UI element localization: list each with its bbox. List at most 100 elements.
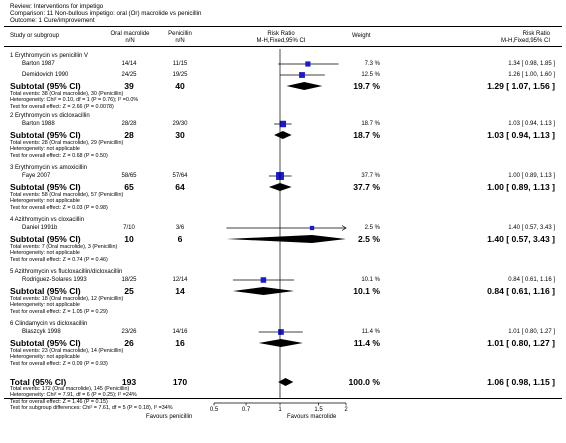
study-exp-events: 7/10	[123, 225, 135, 231]
study-ci-text: 1.03 [ 0.94, 1.13 ]	[508, 121, 555, 127]
study-name: Faye 2007	[22, 173, 51, 179]
subgroup-note: Heterogeneity: not applicable	[10, 146, 80, 153]
group-title: 5 Azithromycin vs flucloxacillin/dicloxa…	[10, 269, 123, 275]
subtotal-weight: 19.7 %	[353, 81, 380, 91]
total-exp: 193	[121, 377, 137, 387]
subtotal-ci-text: 0.84 [ 0.61, 1.16 ]	[487, 286, 555, 296]
study-name: Barton 1988	[22, 121, 55, 127]
subgroup-note: Heterogeneity: Chi² = 0.10, df = 1 (P = …	[10, 97, 139, 104]
total-note: Test for overall effect: Z = 1.46 (P = 0…	[10, 398, 108, 405]
subtotal-ctl: 16	[175, 338, 185, 348]
col-ctl-header: Penicillin	[168, 31, 192, 37]
study-ctl-events: 11/15	[172, 61, 188, 67]
subgroup-note: Total events: 23 (Oral macrolide), 14 (P…	[10, 348, 124, 354]
col-weight-header: Weight	[352, 33, 371, 39]
study-name: Barton 1987	[22, 61, 55, 67]
subgroup-note: Test for overall effect: Z = 0.03 (P = 0…	[10, 204, 108, 211]
col-study-header: Study or subgroup	[10, 33, 60, 39]
subtotal-label: Subtotal (95% CI)	[10, 286, 81, 296]
x-tick-label: 0.5	[209, 407, 219, 413]
subgroup-note: Total events: 38 (Oral macrolide), 30 (P…	[10, 91, 124, 97]
total-diamond	[278, 378, 294, 386]
study-ci-text: 1.26 [ 1.00, 1.60 ]	[508, 72, 555, 78]
subgroup-note: Total events: 18 (Oral macrolide), 12 (P…	[10, 296, 124, 302]
study-exp-events: 23/26	[121, 329, 137, 335]
subgroup-note: Heterogeneity: not applicable	[10, 198, 80, 205]
study-weight: 11.4 %	[361, 329, 380, 335]
subtotal-weight: 18.7 %	[353, 130, 380, 140]
subtotal-diamond	[232, 287, 295, 295]
total-note: Heterogeneity: Chi² = 7.91, df = 6 (P = …	[10, 392, 137, 399]
subgroup-note: Heterogeneity: not applicable	[10, 250, 80, 257]
comparison-title: Comparison: 11 Non-bullous impetigo: ora…	[10, 10, 202, 17]
study-box	[299, 72, 305, 78]
subtotal-ctl: 6	[177, 234, 183, 244]
subtotal-weight: 10.1 %	[353, 286, 380, 296]
total-ctl: 170	[172, 377, 188, 387]
subgroup-note: Total events: 7 (Oral macrolide), 3 (Pen…	[10, 244, 118, 250]
subtotal-exp: 28	[124, 130, 134, 140]
favours-right-label: Favours macrolide	[287, 414, 337, 420]
study-name: Blaszcyk 1998	[22, 329, 61, 335]
subtotal-exp: 25	[124, 286, 134, 296]
study-weight: 7.3 %	[364, 61, 380, 67]
study-ci-text: 1.01 [ 0.80, 1.27 ]	[508, 329, 555, 335]
study-name: Demidovich 1990	[22, 72, 69, 78]
study-ctl-events: 19/25	[172, 72, 188, 78]
subgroup-note: Total events: 28 (Oral macrolide), 29 (P…	[10, 140, 124, 146]
subtotal-ci-text: 1.01 [ 0.80, 1.27 ]	[487, 338, 555, 348]
header-rule-top	[4, 26, 562, 27]
outcome-title: Outcome: 1 Cure/improvement	[10, 17, 95, 24]
study-exp-events: 28/28	[121, 121, 137, 127]
favours-left-label: Favours penicillin	[146, 414, 193, 420]
subgroup-note: Test for overall effect: Z = 2.66 (P = 0…	[10, 103, 114, 110]
footer-rule	[4, 398, 562, 399]
subgroup-note: Heterogeneity: not applicable	[10, 354, 80, 361]
total-ci-text: 1.06 [ 0.98, 1.15 ]	[487, 377, 555, 387]
subtotal-diamond	[286, 82, 323, 90]
subtotal-label: Subtotal (95% CI)	[10, 234, 81, 244]
subgroup-note: Test for overall effect: Z = 0.74 (P = 0…	[10, 256, 108, 263]
subgroup-note: Total events: 58 (Oral macrolide), 57 (P…	[10, 192, 124, 198]
study-ci-text: 1.40 [ 0.57, 3.43 ]	[508, 225, 555, 231]
x-tick-label: 1.5	[314, 407, 323, 413]
study-ctl-events: 12/14	[172, 277, 188, 283]
study-ci-line-arrow-right	[341, 225, 347, 231]
col-exp-subheader: n/N	[125, 38, 135, 44]
subgroup-note: Test for overall effect: Z = 0.09 (P = 0…	[10, 360, 108, 367]
subtotal-label: Subtotal (95% CI)	[10, 81, 81, 91]
study-name: Daniel 1991b	[22, 225, 58, 231]
study-box	[305, 61, 311, 67]
subtotal-ctl: 14	[175, 286, 185, 296]
study-ci-text: 0.84 [ 0.61, 1.16 ]	[508, 277, 555, 283]
study-weight: 37.7 %	[361, 173, 380, 179]
subtotal-exp: 10	[124, 234, 134, 244]
subgroup-note: Test for overall effect: Z = 1.05 (P = 0…	[10, 308, 108, 315]
subtotal-weight: 37.7 %	[353, 182, 380, 192]
subtotal-diamond	[226, 235, 346, 243]
subtotal-label: Subtotal (95% CI)	[10, 130, 81, 140]
col-exp-header: Oral macrolide	[110, 31, 150, 37]
subtotal-ctl: 40	[175, 81, 185, 91]
group-title: 3 Erythromycin vs amoxicillin	[10, 165, 88, 171]
study-ctl-events: 3/6	[175, 225, 185, 231]
col-ctl-subheader: n/N	[175, 38, 185, 44]
x-tick-label: 2	[344, 407, 348, 413]
total-note: Total events: 172 (Oral macrolide), 145 …	[10, 386, 130, 392]
col-rr-subheader: M-H,Fixed,95% CI	[256, 38, 306, 44]
study-box	[279, 120, 287, 128]
study-weight: 10.1 %	[361, 277, 380, 283]
study-ctl-events: 29/30	[172, 121, 188, 127]
group-title: 4 Azithromycin vs cloxacillin	[10, 217, 85, 223]
total-weight: 100.0 %	[348, 377, 380, 387]
subgroup-note: Heterogeneity: not applicable	[10, 302, 80, 309]
group-title: 1 Erythromycin vs penicillin V	[10, 53, 89, 59]
subtotal-diamond	[258, 339, 303, 347]
subtotal-ci-text: 1.03 [ 0.94, 1.13 ]	[487, 130, 555, 140]
study-ci-text: 1.00 [ 0.89, 1.13 ]	[508, 173, 555, 179]
x-tick-label: 0.7	[241, 407, 251, 413]
study-box	[309, 225, 315, 231]
subtotal-ci-text: 1.40 [ 0.57, 3.43 ]	[487, 234, 555, 244]
total-label: Total (95% CI)	[10, 377, 67, 387]
